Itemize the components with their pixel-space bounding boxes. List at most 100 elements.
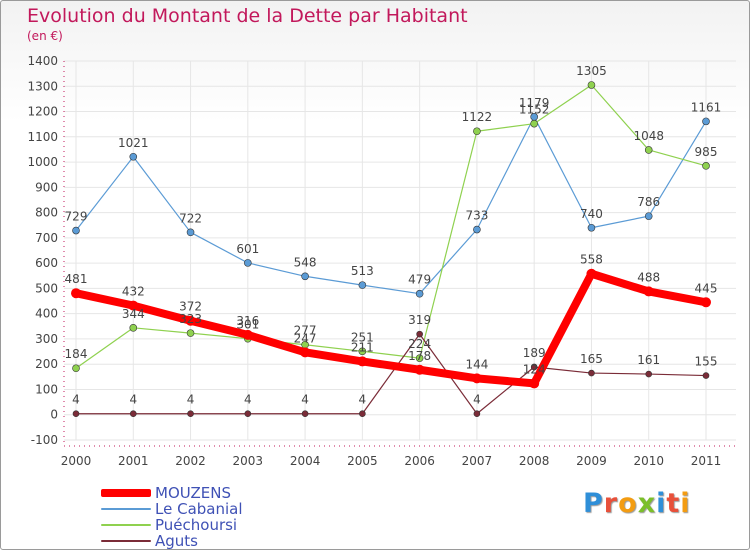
data-point	[644, 146, 653, 154]
data-point	[471, 373, 482, 384]
data-point	[244, 410, 252, 418]
data-label: 319	[408, 313, 431, 327]
data-point	[587, 81, 596, 89]
data-point	[128, 300, 139, 311]
data-point	[129, 324, 138, 332]
data-point	[129, 152, 138, 161]
data-label: 601	[236, 242, 259, 256]
data-label: 323	[179, 312, 202, 326]
data-label: 1152	[519, 103, 550, 117]
data-point	[358, 281, 367, 289]
x-tick-label: 2000	[61, 454, 92, 468]
x-tick-label: 2005	[347, 454, 378, 468]
data-point	[242, 329, 253, 340]
data-label: 4	[72, 393, 80, 407]
data-label: 1021	[118, 136, 149, 150]
legend-swatch-aguts	[101, 540, 151, 542]
y-tick-label: 900	[35, 180, 58, 194]
x-tick-label: 2008	[519, 454, 550, 468]
data-label: 432	[122, 285, 145, 299]
data-point	[301, 410, 309, 418]
y-tick-label: 800	[35, 206, 58, 220]
data-point	[186, 329, 195, 337]
data-label: 4	[244, 393, 252, 407]
data-point	[185, 315, 196, 326]
data-label: 124	[523, 362, 546, 376]
data-label: 178	[408, 349, 431, 363]
y-tick-label: 1400	[27, 54, 58, 68]
x-tick-label: 2002	[175, 454, 206, 468]
data-label: 513	[351, 264, 374, 278]
data-point	[645, 370, 653, 378]
data-point	[473, 410, 481, 418]
y-tick-label: 500	[35, 281, 58, 295]
proxiti-logo: Proxiti	[583, 488, 691, 519]
series-line-mouzens	[72, 269, 710, 388]
legend-label-puechoursi: Puéchoursi	[155, 516, 238, 534]
data-label: 481	[65, 272, 88, 286]
data-label: 786	[637, 195, 660, 209]
series-line-le-cabanial	[75, 116, 707, 295]
y-tick-label: 200	[35, 357, 58, 371]
data-point	[643, 286, 654, 297]
y-tick-label: 300	[35, 332, 58, 346]
data-point	[72, 410, 80, 418]
data-label: 184	[65, 347, 88, 361]
data-label: 1305	[576, 64, 607, 78]
data-label: 733	[465, 209, 488, 223]
data-point	[473, 225, 481, 234]
y-tick-label: 1000	[27, 155, 58, 169]
data-label: 372	[179, 300, 202, 314]
data-label: 558	[580, 253, 603, 267]
x-tick-label: 2007	[462, 454, 493, 468]
data-label: 1179	[519, 96, 550, 110]
data-point	[415, 354, 424, 362]
data-point	[586, 268, 597, 279]
data-label: 1161	[691, 100, 722, 114]
x-tick-label: 2010	[633, 454, 664, 468]
y-tick-label: 600	[35, 256, 58, 270]
x-tick-label: 2004	[290, 454, 321, 468]
data-point	[300, 347, 311, 358]
y-tick-label: 0	[50, 408, 58, 422]
chart-subtitle: (en €)	[27, 29, 63, 43]
data-label: 277	[294, 324, 317, 338]
data-point	[530, 119, 538, 128]
x-tick-label: 2009	[576, 454, 607, 468]
data-point	[359, 410, 366, 418]
chart-title: Evolution du Montant de la Dette par Hab…	[27, 5, 468, 27]
series-line-pu-choursi	[75, 84, 707, 369]
data-label: 165	[580, 352, 603, 366]
data-label: 301	[236, 318, 259, 332]
data-label: 344	[122, 307, 145, 321]
legend-swatch-mouzens	[101, 489, 151, 497]
data-point	[416, 330, 423, 338]
data-label: 189	[523, 346, 546, 360]
data-label: 740	[580, 207, 603, 221]
x-tick-label: 2006	[404, 454, 435, 468]
data-point	[530, 363, 538, 371]
data-point	[702, 372, 710, 379]
data-label: 155	[695, 355, 718, 369]
data-point	[129, 410, 137, 418]
plot-area	[64, 61, 736, 440]
legend-label-mouzens: MOUZENS	[155, 484, 231, 502]
y-tick-label: 400	[35, 307, 58, 321]
data-point	[588, 369, 595, 377]
data-point	[72, 226, 80, 235]
data-label: 722	[179, 211, 202, 225]
data-label: 211	[351, 340, 374, 354]
y-tick-label: 1100	[27, 130, 58, 144]
legend-label-le-cabanial: Le Cabanial	[155, 500, 243, 518]
data-label: 488	[637, 270, 660, 284]
y-tick-label: 100	[35, 382, 58, 396]
data-point	[301, 272, 309, 281]
data-label: 4	[129, 393, 137, 407]
data-label: 4	[473, 393, 481, 407]
data-label: 4	[359, 393, 367, 407]
data-point	[415, 289, 424, 298]
series-line-aguts	[75, 333, 707, 415]
data-point	[72, 364, 80, 373]
data-label: 548	[294, 255, 317, 269]
x-tick-label: 2011	[691, 454, 722, 468]
